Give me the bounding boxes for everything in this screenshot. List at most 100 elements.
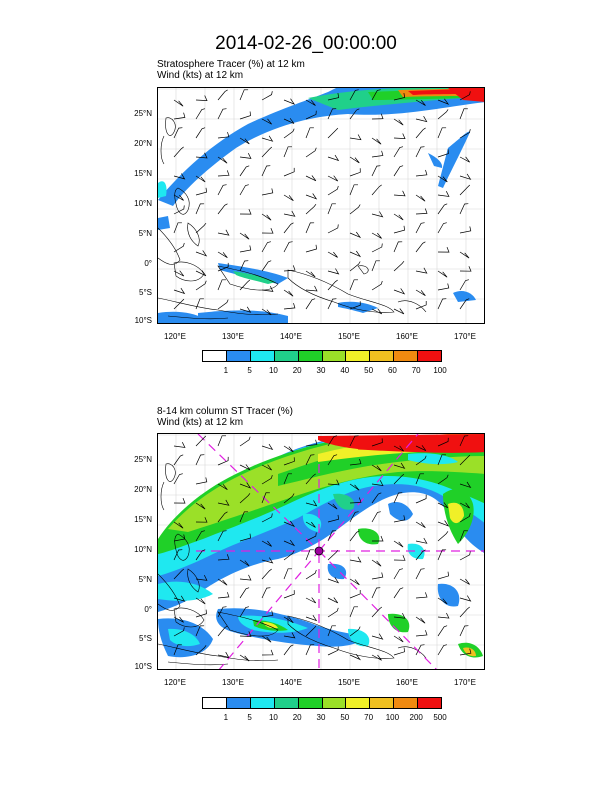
colorbar-swatch — [274, 698, 299, 708]
wind-barb — [173, 521, 184, 529]
colorbar-swatch — [322, 351, 347, 361]
wind-barb — [415, 146, 425, 158]
wind-barb — [239, 631, 252, 637]
wind-barb — [173, 298, 185, 310]
colorbar-swatch — [226, 698, 251, 708]
wind-barb — [459, 606, 470, 618]
wind-barb — [415, 116, 428, 123]
wind-barb — [261, 540, 272, 547]
wind-barb — [371, 587, 381, 599]
colorbar-tick-label: 70 — [364, 713, 374, 722]
panel2-lon-label: 120°E — [164, 678, 186, 687]
panel2-lat-label: 15°N — [134, 515, 152, 524]
wind-barb — [437, 437, 449, 447]
wind-barb — [415, 616, 426, 624]
wind-barb — [261, 492, 270, 504]
wind-barb — [459, 108, 468, 120]
wind-barb — [393, 492, 403, 504]
wind-barb — [283, 539, 296, 547]
wind-barb — [327, 514, 339, 523]
wind-barb — [173, 616, 184, 623]
panel1-variable-label: Stratosphere Tracer (%) at 12 km — [157, 59, 305, 70]
wind-barb — [195, 477, 208, 485]
wind-barb — [371, 184, 382, 196]
wind-barb — [283, 167, 295, 177]
wind-barb — [261, 118, 272, 125]
colorbar-swatch — [298, 698, 323, 708]
wind-barb — [217, 108, 227, 120]
wind-barb — [437, 549, 447, 561]
wind-barb — [173, 595, 186, 602]
panel2-storm-center-marker — [314, 546, 324, 556]
wind-barb — [261, 227, 274, 234]
wind-barb — [437, 612, 450, 619]
wind-barb — [217, 156, 228, 164]
wind-barb — [261, 188, 274, 196]
wind-barb — [217, 511, 228, 523]
wind-barb — [261, 610, 274, 618]
wind-barb — [195, 574, 208, 581]
wind-barb — [239, 137, 250, 145]
wind-barb — [437, 531, 449, 542]
wind-barb — [327, 108, 337, 120]
wind-barb — [173, 99, 184, 107]
wind-barb — [217, 483, 228, 490]
panel1-lat-label: 0° — [144, 259, 152, 268]
wind-barb — [349, 184, 358, 196]
wind-barb — [415, 549, 426, 561]
wind-barb — [217, 530, 227, 542]
wind-barb — [239, 184, 249, 196]
wind-barb — [239, 89, 249, 101]
wind-barb — [217, 651, 230, 658]
wind-barb — [305, 147, 317, 158]
panel1-lat-label: 5°S — [139, 288, 152, 297]
panel2-variable-label: 8-14 km column ST Tracer (%) — [157, 406, 293, 417]
wind-barb — [393, 473, 405, 485]
wind-barb — [261, 464, 272, 471]
wind-barb — [305, 569, 317, 580]
wind-barb — [327, 279, 338, 291]
wind-barb — [437, 520, 450, 527]
wind-barb — [437, 246, 450, 253]
wind-barb — [393, 647, 405, 656]
wind-barb — [349, 134, 362, 141]
wind-barb — [459, 530, 468, 542]
wind-barb — [173, 549, 183, 561]
wind-barb — [217, 262, 229, 272]
wind-barb — [305, 203, 317, 215]
wind-barb — [239, 111, 251, 120]
wind-barb — [393, 612, 406, 619]
wind-barb — [239, 559, 250, 567]
wind-barb — [283, 520, 296, 528]
panel1-tracer-field — [158, 88, 484, 323]
wind-barb — [437, 625, 448, 637]
wind-barb — [415, 222, 425, 234]
wind-barb — [327, 646, 339, 656]
wind-barb — [415, 267, 428, 274]
wind-barb — [305, 549, 314, 561]
wind-barb — [283, 210, 296, 217]
wind-barb — [217, 170, 230, 177]
wind-barb — [239, 232, 250, 240]
wind-barb — [437, 298, 447, 310]
wind-barb — [261, 568, 272, 580]
wind-barb — [195, 502, 206, 510]
wind-barb — [459, 595, 472, 602]
wind-barb — [173, 627, 185, 637]
wind-barb — [371, 211, 384, 218]
colorbar-swatch — [370, 351, 395, 361]
wind-barb — [371, 89, 381, 101]
colorbar-tick-label: 100 — [385, 713, 400, 722]
colorbar-tick-label: 500 — [433, 713, 447, 722]
wind-barb — [239, 306, 252, 313]
wind-barb — [371, 654, 382, 661]
panel1-lon-label: 130°E — [222, 332, 244, 341]
wind-barb — [393, 462, 406, 469]
wind-barb — [349, 435, 359, 447]
wind-barb — [327, 577, 340, 584]
wind-barb — [217, 279, 226, 291]
colorbar-tick-label: 30 — [316, 366, 326, 375]
wind-barb — [459, 435, 469, 447]
wind-barb — [459, 91, 471, 101]
wind-barb — [173, 473, 183, 485]
